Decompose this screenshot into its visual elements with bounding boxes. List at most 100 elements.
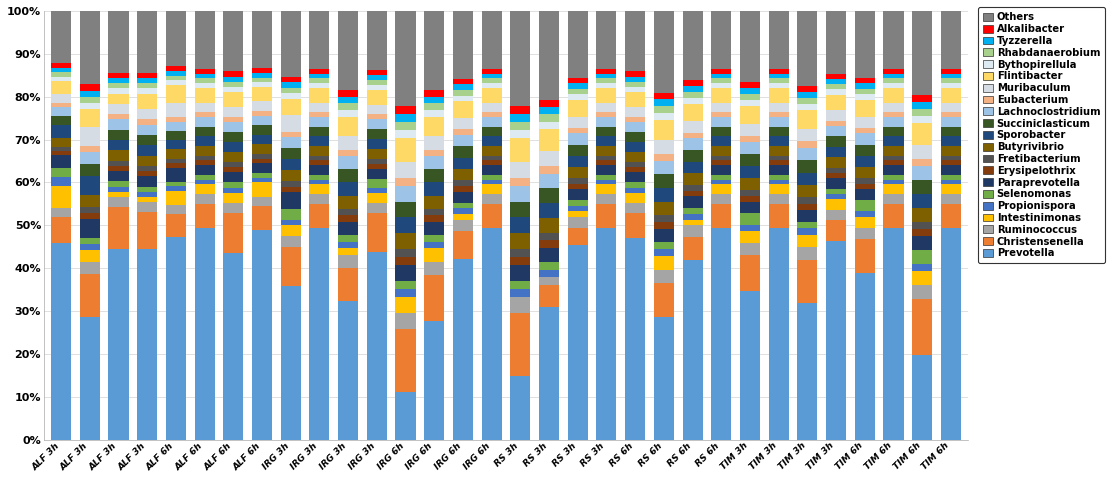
Bar [941, 117, 961, 126]
Bar [568, 145, 588, 156]
Bar [109, 83, 129, 89]
Bar [252, 178, 272, 182]
Bar [683, 237, 703, 260]
Bar [568, 217, 588, 228]
Bar [797, 185, 817, 197]
Bar [797, 148, 817, 160]
Bar [683, 121, 703, 133]
Bar [539, 107, 559, 114]
Bar [739, 291, 759, 440]
Bar [137, 187, 157, 192]
Bar [80, 207, 100, 213]
Bar [883, 184, 904, 194]
Bar [224, 203, 244, 213]
Bar [396, 186, 416, 202]
Bar [51, 186, 71, 208]
Bar [309, 228, 329, 440]
Bar [224, 81, 244, 87]
Bar [654, 283, 674, 317]
Bar [80, 244, 100, 250]
Bar [481, 175, 502, 180]
Bar [883, 175, 904, 180]
Bar [912, 299, 932, 355]
Bar [568, 89, 588, 94]
Bar [481, 126, 502, 136]
Bar [739, 89, 759, 94]
Bar [683, 260, 703, 440]
Bar [883, 83, 904, 88]
Bar [80, 97, 100, 103]
Bar [883, 165, 904, 175]
Bar [826, 121, 846, 126]
Bar [309, 103, 329, 112]
Bar [396, 313, 416, 329]
Bar [367, 194, 387, 203]
Bar [367, 104, 387, 114]
Bar [481, 156, 502, 160]
Bar [883, 194, 904, 204]
Bar [252, 68, 272, 73]
Bar [797, 260, 817, 303]
Bar [739, 195, 759, 202]
Bar [654, 113, 674, 120]
Bar [654, 242, 674, 249]
Bar [683, 226, 703, 237]
Bar [768, 228, 788, 440]
Bar [481, 160, 502, 165]
Bar [137, 192, 157, 197]
Bar [941, 88, 961, 103]
Bar [224, 167, 244, 172]
Bar [797, 235, 817, 247]
Bar [654, 188, 674, 202]
Bar [51, 116, 71, 125]
Bar [481, 194, 502, 204]
Bar [912, 285, 932, 299]
Bar [625, 238, 645, 440]
Bar [768, 69, 788, 74]
Bar [683, 191, 703, 196]
Bar [424, 110, 445, 116]
Bar [768, 103, 788, 112]
Bar [396, 217, 416, 233]
Bar [883, 136, 904, 146]
Bar [166, 168, 186, 182]
Bar [280, 93, 300, 99]
Bar [568, 11, 588, 78]
Bar [625, 152, 645, 162]
Bar [195, 112, 215, 117]
Bar [424, 182, 445, 196]
Bar [739, 214, 759, 226]
Bar [625, 71, 645, 77]
Bar [481, 180, 502, 184]
Bar [654, 249, 674, 256]
Bar [195, 88, 215, 103]
Bar [855, 134, 875, 145]
Bar [797, 197, 817, 204]
Bar [80, 152, 100, 164]
Bar [855, 145, 875, 156]
Bar [768, 194, 788, 204]
Bar [338, 249, 358, 255]
Bar [510, 313, 530, 376]
Bar [712, 69, 732, 74]
Bar [166, 131, 186, 140]
Bar [280, 182, 300, 187]
Bar [453, 147, 473, 158]
Bar [481, 112, 502, 117]
Bar [195, 204, 215, 228]
Bar [768, 146, 788, 156]
Bar [768, 175, 788, 180]
Bar [195, 69, 215, 74]
Bar [309, 117, 329, 126]
Bar [309, 204, 329, 228]
Bar [280, 99, 300, 115]
Bar [855, 217, 875, 228]
Bar [367, 11, 387, 70]
Bar [309, 180, 329, 184]
Bar [109, 78, 129, 83]
Bar [510, 217, 530, 233]
Bar [855, 228, 875, 240]
Bar [396, 289, 416, 297]
Bar [137, 125, 157, 135]
Bar [195, 136, 215, 146]
